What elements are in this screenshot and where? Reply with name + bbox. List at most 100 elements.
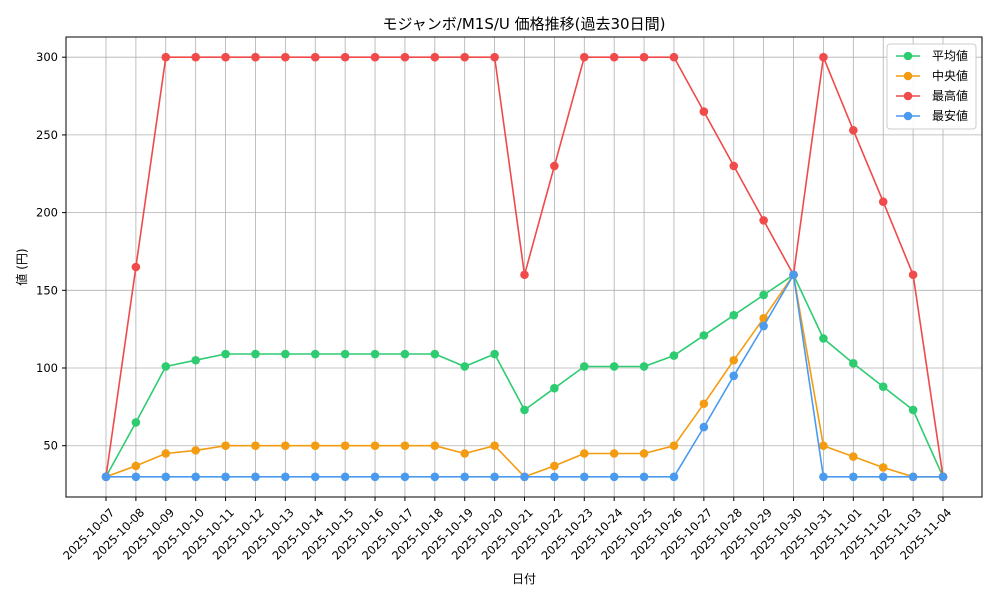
data-point	[669, 351, 679, 360]
y-axis-label: 値 (円)	[14, 248, 29, 285]
data-point	[370, 472, 380, 482]
data-point	[729, 161, 739, 171]
data-point	[131, 461, 141, 471]
data-point	[849, 359, 858, 368]
data-point	[908, 405, 918, 415]
y-tick-label: 50	[43, 439, 58, 453]
data-point	[400, 52, 410, 62]
data-point	[310, 349, 320, 359]
data-point	[789, 270, 798, 280]
data-point	[281, 472, 290, 482]
grid-lines	[66, 37, 982, 497]
data-point	[520, 405, 529, 415]
legend-swatch-marker	[903, 111, 913, 121]
series-4	[101, 270, 948, 482]
data-point	[639, 472, 649, 482]
data-point	[221, 349, 230, 359]
data-point	[669, 441, 679, 451]
data-point	[609, 52, 619, 62]
data-point	[370, 52, 380, 62]
data-point	[550, 461, 559, 471]
data-point	[609, 472, 619, 482]
data-point	[699, 422, 709, 432]
legend-swatch-marker	[903, 71, 913, 81]
data-point	[460, 362, 470, 371]
data-point	[101, 472, 111, 482]
data-point	[849, 472, 858, 482]
data-point	[609, 362, 619, 371]
data-point	[908, 270, 918, 280]
data-point	[699, 399, 709, 409]
data-point	[400, 349, 410, 359]
data-point	[699, 331, 709, 340]
series-layer	[101, 52, 948, 482]
data-point	[729, 355, 739, 365]
data-point	[251, 472, 260, 482]
data-point	[639, 52, 649, 62]
legend-swatch-marker	[903, 51, 913, 61]
series-2	[101, 270, 948, 482]
data-point	[191, 52, 200, 62]
data-point	[759, 321, 768, 331]
data-point	[191, 355, 200, 365]
data-point	[430, 441, 440, 451]
data-point	[161, 52, 171, 62]
data-point	[878, 472, 888, 482]
data-point	[849, 125, 858, 135]
legend-box	[886, 43, 977, 130]
data-point	[281, 52, 290, 62]
y-tick-label: 200	[36, 206, 58, 220]
legend-swatch-marker	[903, 91, 913, 101]
data-point	[460, 472, 470, 482]
data-point	[310, 52, 320, 62]
data-point	[550, 472, 559, 482]
data-point	[878, 382, 888, 391]
data-point	[131, 262, 141, 272]
data-point	[131, 472, 141, 482]
data-point	[908, 472, 918, 482]
data-point	[609, 449, 619, 458]
data-point	[131, 418, 141, 427]
data-point	[490, 472, 499, 482]
data-point	[430, 349, 440, 359]
legend-entry-label: 平均値	[932, 48, 968, 63]
data-point	[191, 446, 200, 455]
data-point	[878, 197, 888, 207]
data-point	[639, 449, 649, 458]
data-point	[938, 472, 948, 482]
data-point	[759, 290, 768, 300]
data-point	[490, 52, 499, 62]
data-point	[819, 334, 828, 343]
data-point	[759, 313, 768, 323]
data-point	[550, 161, 559, 171]
data-point	[340, 349, 350, 359]
data-point	[520, 270, 529, 280]
data-point	[460, 449, 470, 458]
data-point	[579, 472, 589, 482]
data-point	[400, 441, 410, 451]
data-point	[310, 472, 320, 482]
data-point	[340, 441, 350, 451]
data-point	[221, 441, 230, 451]
data-point	[161, 472, 171, 482]
data-point	[161, 449, 171, 458]
data-point	[490, 441, 499, 451]
data-point	[550, 383, 559, 393]
data-point	[310, 441, 320, 451]
data-point	[520, 472, 529, 482]
data-point	[729, 371, 739, 381]
data-point	[729, 310, 739, 320]
legend-entry-label: 最安値	[932, 108, 968, 123]
data-point	[639, 362, 649, 371]
data-point	[370, 349, 380, 359]
y-tick-label: 300	[36, 50, 58, 64]
legend-entry-label: 中央値	[932, 68, 968, 83]
data-point	[579, 449, 589, 458]
data-point	[251, 441, 260, 451]
data-point	[340, 472, 350, 482]
legend-entry-label: 最高値	[932, 88, 968, 103]
data-point	[430, 52, 440, 62]
data-point	[699, 107, 709, 116]
